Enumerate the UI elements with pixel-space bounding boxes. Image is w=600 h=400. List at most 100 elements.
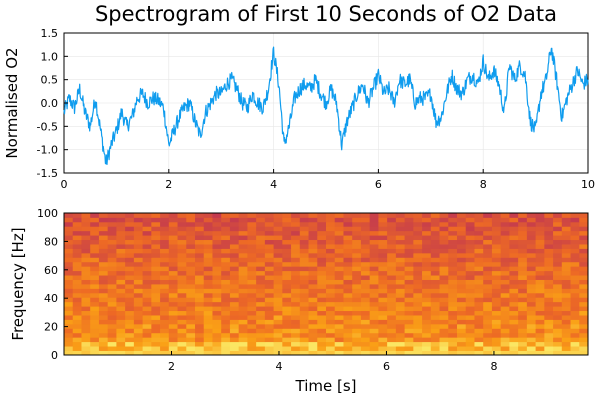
spectrogram-cell [282, 323, 292, 329]
spectrogram-cell [264, 301, 274, 307]
spectrogram-cell [518, 221, 528, 227]
spectrogram-cell [579, 323, 588, 329]
spectrogram-cell [299, 235, 309, 241]
spectrogram-cell [273, 292, 283, 298]
spectrogram-cell [168, 248, 178, 254]
spectrogram-cell [413, 244, 423, 249]
spectrogram-cell [474, 332, 484, 338]
spectrogram-cell [317, 346, 327, 351]
spectrogram-cell [160, 275, 170, 280]
spectrogram-cell [544, 346, 554, 351]
spectrogram-cell [474, 270, 484, 276]
spectrogram-cell [430, 319, 440, 325]
spectrogram-cell [264, 248, 274, 254]
spectrogram-cell [422, 341, 432, 347]
spectrogram-cell [369, 301, 379, 307]
spectrogram-cell [422, 337, 432, 343]
spectrogram-cell [203, 310, 213, 316]
spectrogram-cell [291, 284, 301, 289]
spectrogram-cell [343, 346, 353, 351]
spectrogram-cell [221, 346, 231, 351]
spectrogram-cell [422, 217, 432, 223]
spectrogram-cell [483, 306, 493, 312]
spectrogram-cell [352, 221, 362, 227]
spectrogram-cell [125, 261, 135, 267]
spectrogram-cell [238, 239, 248, 245]
spectrogram-cell [317, 323, 327, 329]
spectrogram-cell [90, 323, 100, 329]
spectrogram-cell [238, 252, 248, 258]
spectrogram-cell [378, 248, 388, 254]
spectrogram-cell [81, 284, 91, 289]
spectrogram-cell [317, 275, 327, 280]
spectrogram-cell [491, 266, 502, 272]
spectrogram-cell [90, 226, 100, 232]
spectrogram-cell [177, 288, 187, 294]
spectrogram-cell [282, 226, 292, 232]
spectrogram-cell [387, 213, 397, 218]
spectrogram-cell [509, 257, 519, 263]
spectrogram-cell [457, 275, 467, 280]
spectrogram-cell [247, 257, 257, 263]
spectrogram-cell [116, 217, 126, 223]
spectrogram-cell [160, 337, 170, 343]
spectrogram-cell [177, 275, 187, 280]
spectrogram-cell [413, 319, 423, 325]
spectrogram-cell [448, 288, 458, 294]
spectrogram-cell [352, 310, 362, 316]
spectrogram-cell [168, 213, 178, 218]
spectrogram-cell [90, 279, 100, 285]
spectrogram-cell [203, 323, 213, 329]
spectrogram-cell [579, 266, 588, 272]
spectrogram-cell [317, 217, 327, 223]
spectrogram-cell [457, 315, 467, 320]
spectrogram-cell [317, 315, 327, 320]
spectrogram-cell [72, 284, 82, 289]
spectrogram-cell [509, 248, 519, 254]
spectrogram-cell [72, 279, 82, 285]
spectrogram-cell [369, 315, 379, 320]
spectrogram-cell [229, 301, 240, 307]
spectrogram-cell [299, 341, 309, 347]
spectrogram-cell [238, 221, 248, 227]
spectrogram-cell [518, 332, 528, 338]
spectrogram-cell [212, 248, 222, 254]
spectrogram-cell [90, 292, 100, 298]
spectrogram-cell [326, 332, 336, 338]
spectrogram-cell [579, 315, 588, 320]
spectrogram-cell [72, 292, 82, 298]
spectrogram-cell [238, 230, 248, 236]
spectrogram-cell [238, 301, 248, 307]
spectrogram-cell [535, 346, 545, 351]
spectrogram-cell [579, 226, 588, 232]
spectrogram-cell [229, 323, 240, 329]
spectrogram-cell [299, 301, 309, 307]
spectrogram-cell [264, 235, 274, 241]
spectrogram-cell [168, 297, 178, 303]
spectrogram-cell [64, 266, 74, 272]
spectrogram-cell [168, 261, 178, 267]
spectrogram-cell [561, 266, 571, 272]
spectrogram-cell [317, 288, 327, 294]
spectrogram-cell [465, 319, 475, 325]
spectrogram-cell [221, 315, 231, 320]
spectrogram-cell [570, 297, 580, 303]
spectrogram-cell [116, 261, 126, 267]
spectrogram-cell [212, 332, 222, 338]
spectrogram-cell [72, 252, 82, 258]
spectrogram-cell [535, 252, 545, 258]
spectrogram-cell [238, 257, 248, 263]
spectrogram-cell [561, 226, 571, 232]
spectrogram-cell [474, 288, 484, 294]
spectrogram-cell [133, 270, 143, 276]
spectrogram-cell [81, 301, 91, 307]
spectrogram-cell [369, 221, 379, 227]
spectrogram-cell [98, 284, 109, 289]
spectrogram-cell [264, 284, 274, 289]
spectrogram-cell [395, 288, 405, 294]
spectrogram-cell [133, 257, 143, 263]
spectrogram-cell [160, 226, 170, 232]
spectrogram-cell [544, 230, 554, 236]
